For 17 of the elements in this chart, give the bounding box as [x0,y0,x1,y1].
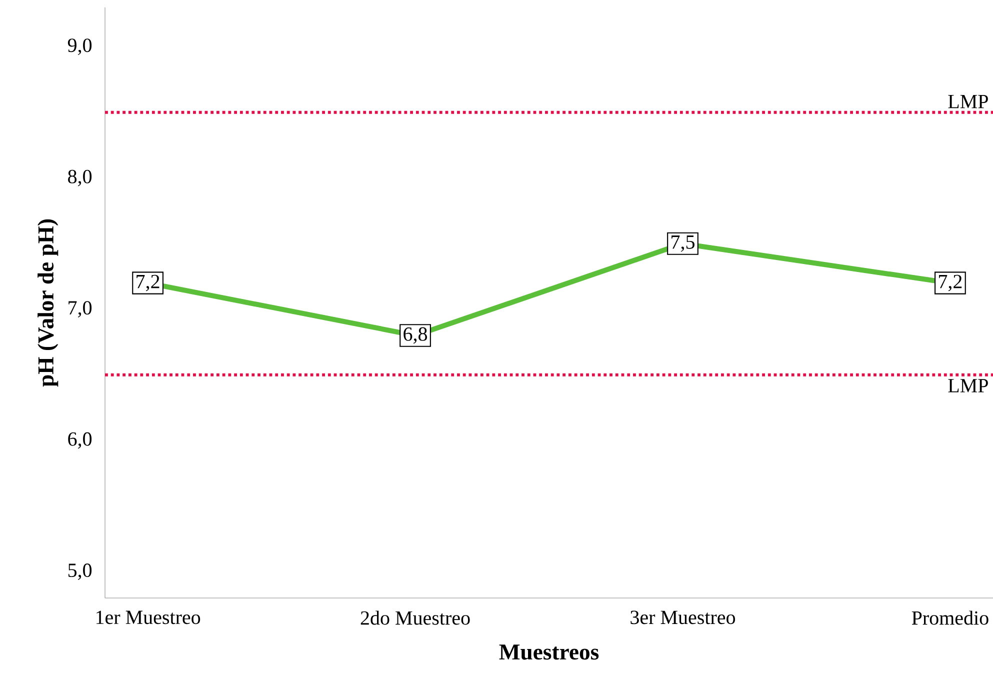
ref-line-label: LMP [948,379,988,392]
y-tick-label: 7,0 [68,301,92,318]
x-tick-label: 1er Muestreo [96,610,200,624]
data-label: 7,5 [672,236,694,252]
y-tick-label: 9,0 [68,38,92,55]
ref-line-label: LMP [948,95,988,108]
y-tick-label: 6,0 [68,432,92,449]
data-label: 6,8 [404,327,428,344]
x-tick-label: 2do Muestreo [360,610,470,625]
x-tick-label: Promedio [912,610,988,625]
data-label: 7,2 [136,274,160,292]
y-tick-label: 5,0 [68,564,92,580]
x-tick-label: 3er Muestreo [630,610,736,624]
y-tick-label: 8,0 [68,170,92,186]
x-axis-title: Muestreos [499,644,599,660]
y-axis-title: pH (Valor de pH) [38,219,58,387]
data-label: 7,2 [939,274,962,292]
